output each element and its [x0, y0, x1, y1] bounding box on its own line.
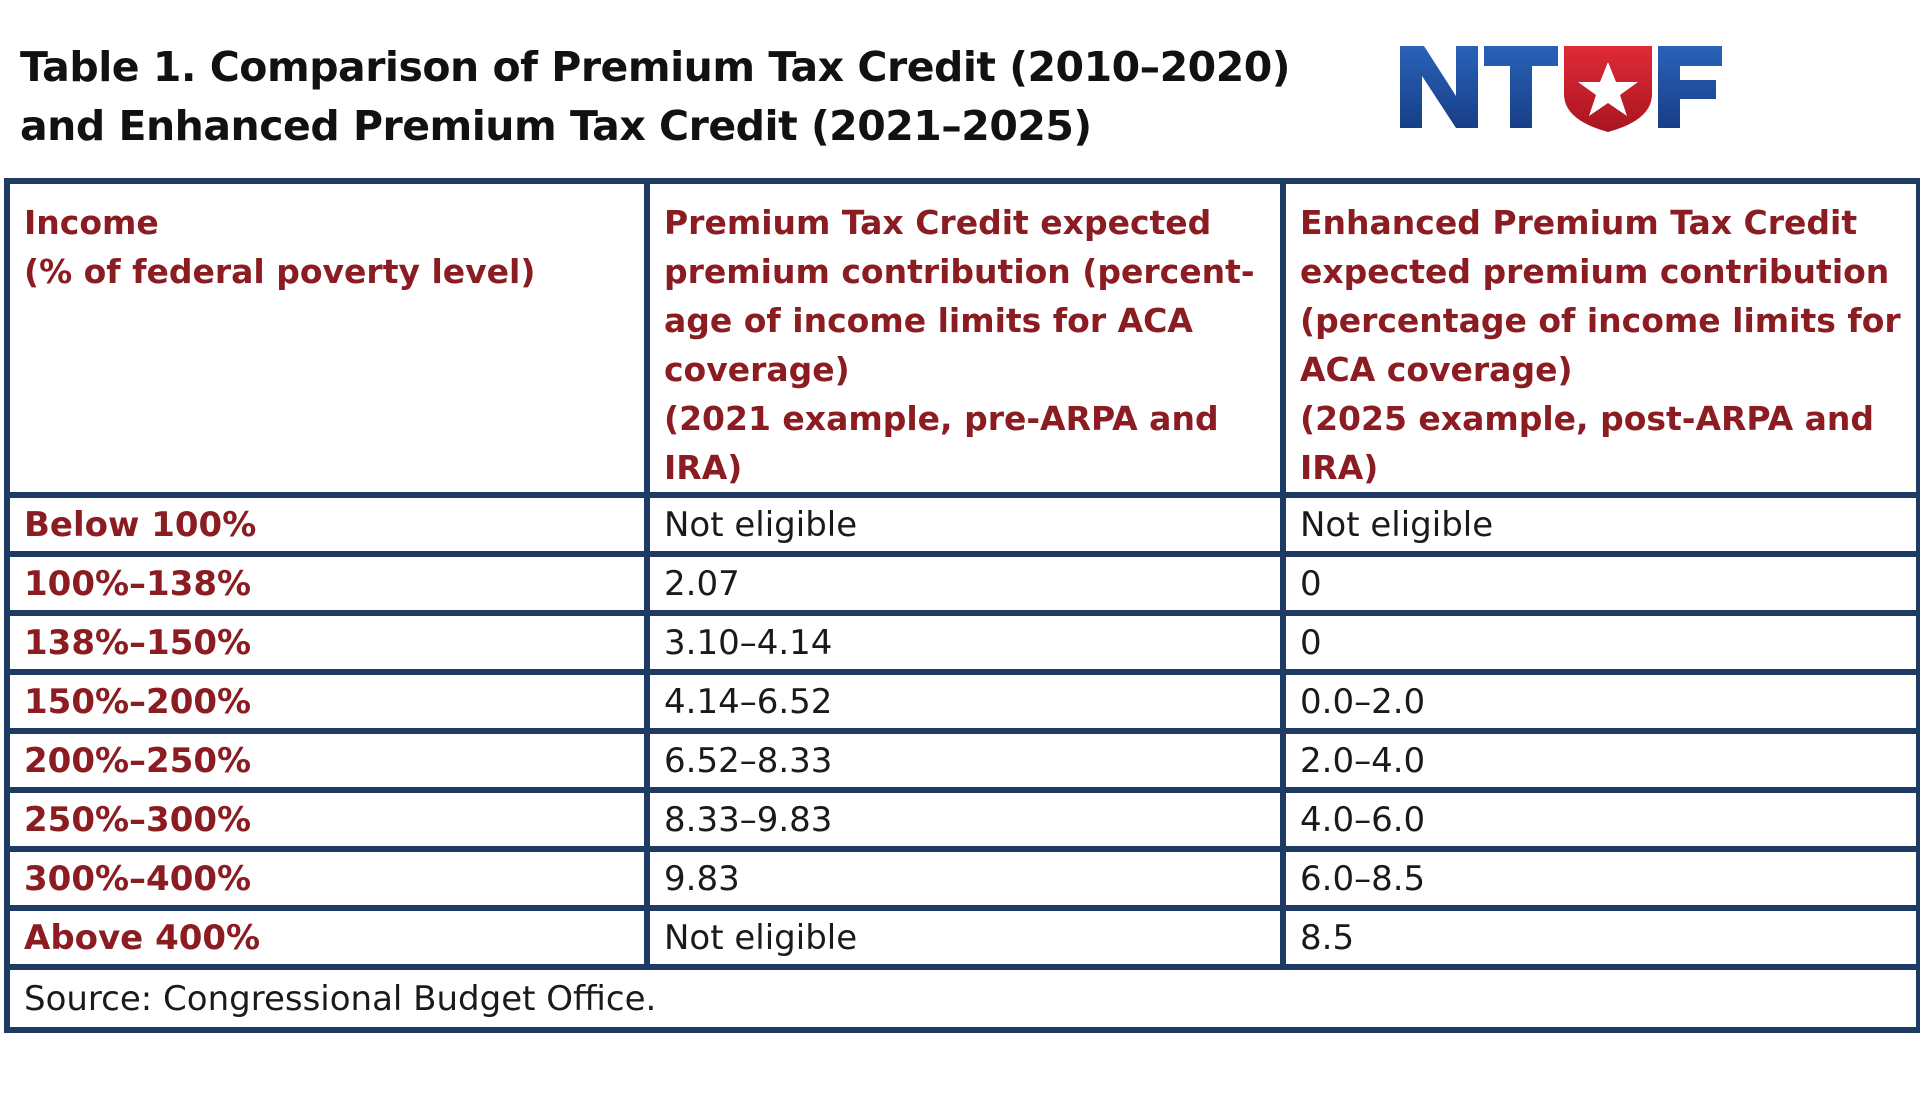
ptc-cell: 8.33–9.83	[644, 787, 1286, 852]
table-row: 250%–300% 8.33–9.83 4.0–6.0	[4, 787, 1920, 852]
header-income: Income (% of federal poverty level)	[4, 178, 650, 498]
ptc-cell: 6.52–8.33	[644, 728, 1286, 793]
table-row: 100%–138% 2.07 0	[4, 551, 1920, 616]
enhanced-cell: 0.0–2.0	[1280, 669, 1920, 734]
logo-letter-t	[1484, 46, 1558, 128]
ptc-cell: 9.83	[644, 846, 1286, 911]
source-note: Source: Congressional Budget Office.	[4, 964, 1920, 1033]
table-row: Below 100% Not eligible Not eligible	[4, 492, 1920, 557]
enhanced-cell: 6.0–8.5	[1280, 846, 1920, 911]
logo-letter-n	[1400, 46, 1478, 128]
ptc-cell: 3.10–4.14	[644, 610, 1286, 675]
table-row: 150%–200% 4.14–6.52 0.0–2.0	[4, 669, 1920, 734]
ntuf-logo	[1400, 46, 1722, 132]
header-premium-tax-credit: Premium Tax Credit expected premium cont…	[644, 178, 1286, 498]
comparison-table: Income (% of federal poverty level) Prem…	[4, 178, 1920, 1033]
income-cell: 250%–300%	[4, 787, 650, 852]
ptc-cell: 2.07	[644, 551, 1286, 616]
income-cell: 100%–138%	[4, 551, 650, 616]
income-cell: 150%–200%	[4, 669, 650, 734]
ptc-cell: Not eligible	[644, 492, 1286, 557]
income-cell: Below 100%	[4, 492, 650, 557]
header-income-text: Income (% of federal poverty level)	[24, 203, 536, 291]
logo-letter-f	[1658, 46, 1722, 128]
income-cell: 200%–250%	[4, 728, 650, 793]
enhanced-cell: 2.0–4.0	[1280, 728, 1920, 793]
enhanced-cell: 8.5	[1280, 905, 1920, 970]
income-cell: Above 400%	[4, 905, 650, 970]
table-row: 138%–150% 3.10–4.14 0	[4, 610, 1920, 675]
title-line-2: and Enhanced Premium Tax Credit (2021–20…	[20, 102, 1092, 150]
comparison-table-container: Income (% of federal poverty level) Prem…	[4, 178, 1920, 1084]
header-enhanced-text: Enhanced Premium Tax Credit expected pre…	[1300, 203, 1901, 487]
table-header-row: Income (% of federal poverty level) Prem…	[4, 178, 1920, 498]
enhanced-cell: Not eligible	[1280, 492, 1920, 557]
enhanced-cell: 0	[1280, 551, 1920, 616]
ptc-cell: 4.14–6.52	[644, 669, 1286, 734]
income-cell: 300%–400%	[4, 846, 650, 911]
table-row: 300%–400% 9.83 6.0–8.5	[4, 846, 1920, 911]
header-premium-tax-credit-text: Premium Tax Credit expected premium cont…	[664, 203, 1255, 487]
enhanced-cell: 0	[1280, 610, 1920, 675]
ptc-cell: Not eligible	[644, 905, 1286, 970]
enhanced-cell: 4.0–6.0	[1280, 787, 1920, 852]
star-icon	[1578, 62, 1638, 116]
table-row: Above 400% Not eligible 8.5	[4, 905, 1920, 970]
source-row: Source: Congressional Budget Office.	[4, 964, 1920, 1033]
table-row: 200%–250% 6.52–8.33 2.0–4.0	[4, 728, 1920, 793]
header-enhanced-premium-tax-credit: Enhanced Premium Tax Credit expected pre…	[1280, 178, 1920, 498]
income-cell: 138%–150%	[4, 610, 650, 675]
page-title: Table 1. Comparison of Premium Tax Credi…	[20, 38, 1350, 156]
title-line-1: Table 1. Comparison of Premium Tax Credi…	[20, 43, 1291, 91]
